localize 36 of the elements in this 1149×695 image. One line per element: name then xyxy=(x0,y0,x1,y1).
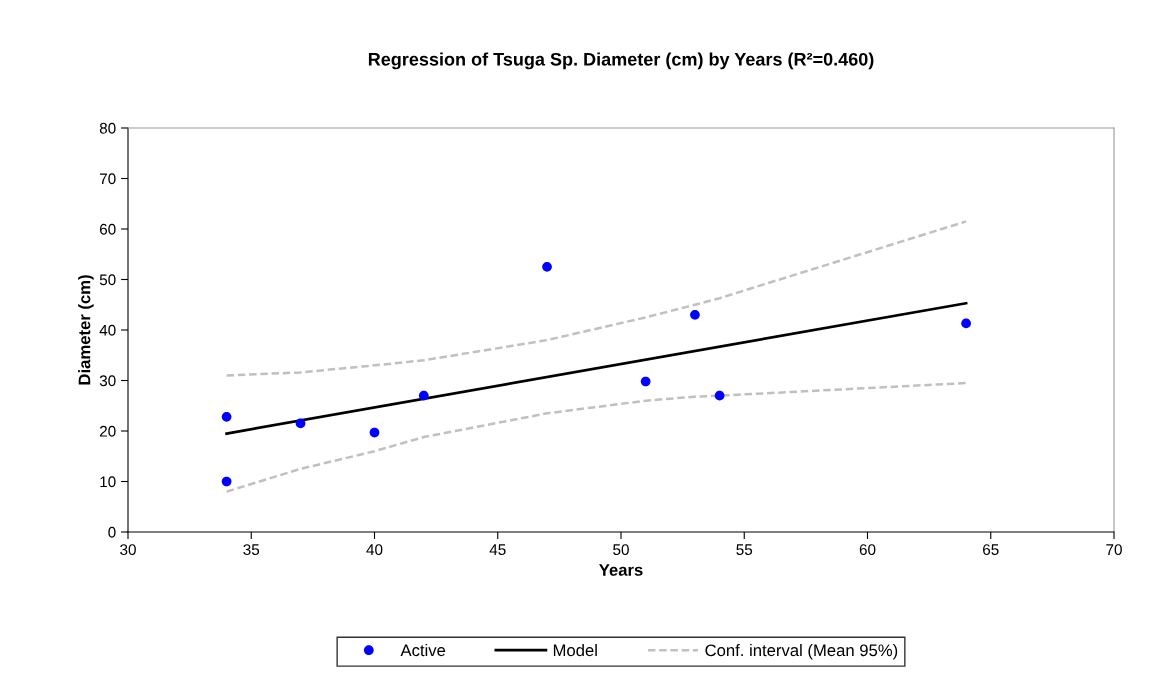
legend-label: Active xyxy=(400,643,446,657)
y-tick-label: 40 xyxy=(99,324,116,336)
x-tick-label: 65 xyxy=(983,544,999,556)
chart-title: Regression of Tsuga Sp. Diameter (cm) by Years (R²=0.460) xyxy=(368,52,874,70)
x-axis-title: Years xyxy=(599,564,643,576)
point xyxy=(221,476,232,487)
y-tick-label: 60 xyxy=(99,223,116,235)
x-tick-label: 35 xyxy=(243,544,260,556)
line-series xyxy=(225,220,968,377)
legend-label: Conf. interval (Mean 95%) xyxy=(705,643,898,660)
point xyxy=(542,262,552,272)
point xyxy=(369,427,380,438)
y-tick-label: 30 xyxy=(99,375,116,387)
y-tick-label: 70 xyxy=(99,173,116,185)
y-tick-label: 10 xyxy=(100,476,116,488)
y-tick-label: 20 xyxy=(99,425,116,437)
x-tick-label: 50 xyxy=(613,544,629,556)
point xyxy=(418,390,429,401)
point xyxy=(961,318,971,329)
legend-label: Model xyxy=(553,643,597,657)
x-tick-label: 70 xyxy=(1106,544,1122,556)
y-tick-label: 80 xyxy=(99,122,116,134)
point xyxy=(640,376,651,387)
x-tick-label: 30 xyxy=(120,544,136,556)
point xyxy=(221,412,232,422)
point xyxy=(714,390,725,401)
x-tick-label: 55 xyxy=(736,544,753,556)
point xyxy=(295,418,306,429)
x-tick-label: 45 xyxy=(489,544,506,556)
x-tick-label: 40 xyxy=(366,544,383,556)
point xyxy=(690,309,700,320)
line-series xyxy=(225,381,968,493)
x-tick-label: 60 xyxy=(859,544,876,556)
y-tick-label: 0 xyxy=(108,526,116,538)
y-tick-label: 50 xyxy=(99,274,116,286)
y-axis-title: Diameter (cm) xyxy=(78,275,94,385)
